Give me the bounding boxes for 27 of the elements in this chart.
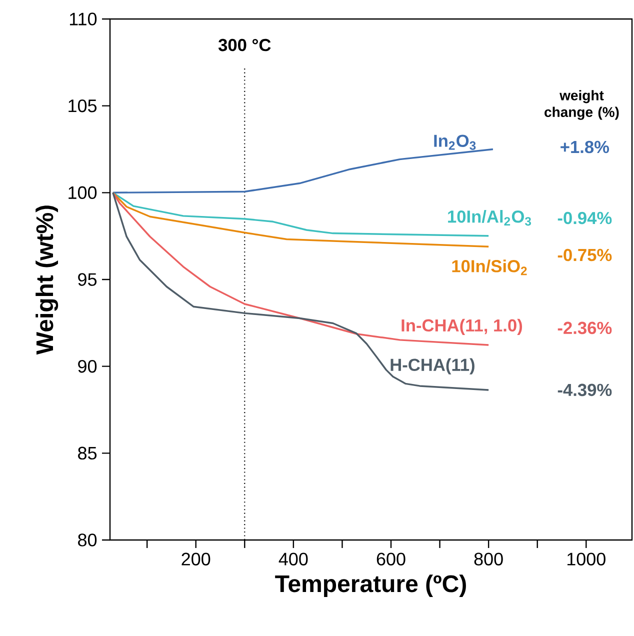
y-tick-label: 100 [68,186,97,200]
annotation: weight change (%) [544,90,619,120]
annotation: +1.8% [560,140,610,154]
series-label: 10In/Al$_{2}$O$_{3}$ [448,210,532,226]
x-tick-label: 800 [474,552,503,566]
x-tick-label: 200 [182,552,210,566]
annotation: -0.94% [558,212,612,224]
y-axis-title: Weight (wt%) [36,206,58,355]
y-tick-label: 110 [70,12,97,26]
series-label: In$_{2}$O$_{3}$ [434,134,476,150]
annotation: -4.39% [558,384,612,396]
x-tick-label: 600 [376,552,406,566]
x-tick-label: 1000 [567,552,606,566]
y-tick-label: 105 [68,99,97,112]
y-tick-label: 85 [78,446,97,460]
y-tick-label: 90 [78,360,97,373]
series-label: In-CHA(11, 1.0) [402,318,522,335]
line-series [112,148,494,194]
x-tick-label: 400 [278,552,308,566]
y-tick-label: 95 [78,273,97,286]
series-label: H-CHA(11) [390,358,474,374]
series-label: 10In/SiO$_{2}$ [452,260,527,276]
annotation: -0.75% [558,248,612,262]
ref-line-label: 300 °C [218,38,271,52]
annotation: -2.36% [558,322,612,334]
y-tick-label: 80 [78,534,97,546]
x-axis-title: Temperature (ºC) [275,574,466,597]
